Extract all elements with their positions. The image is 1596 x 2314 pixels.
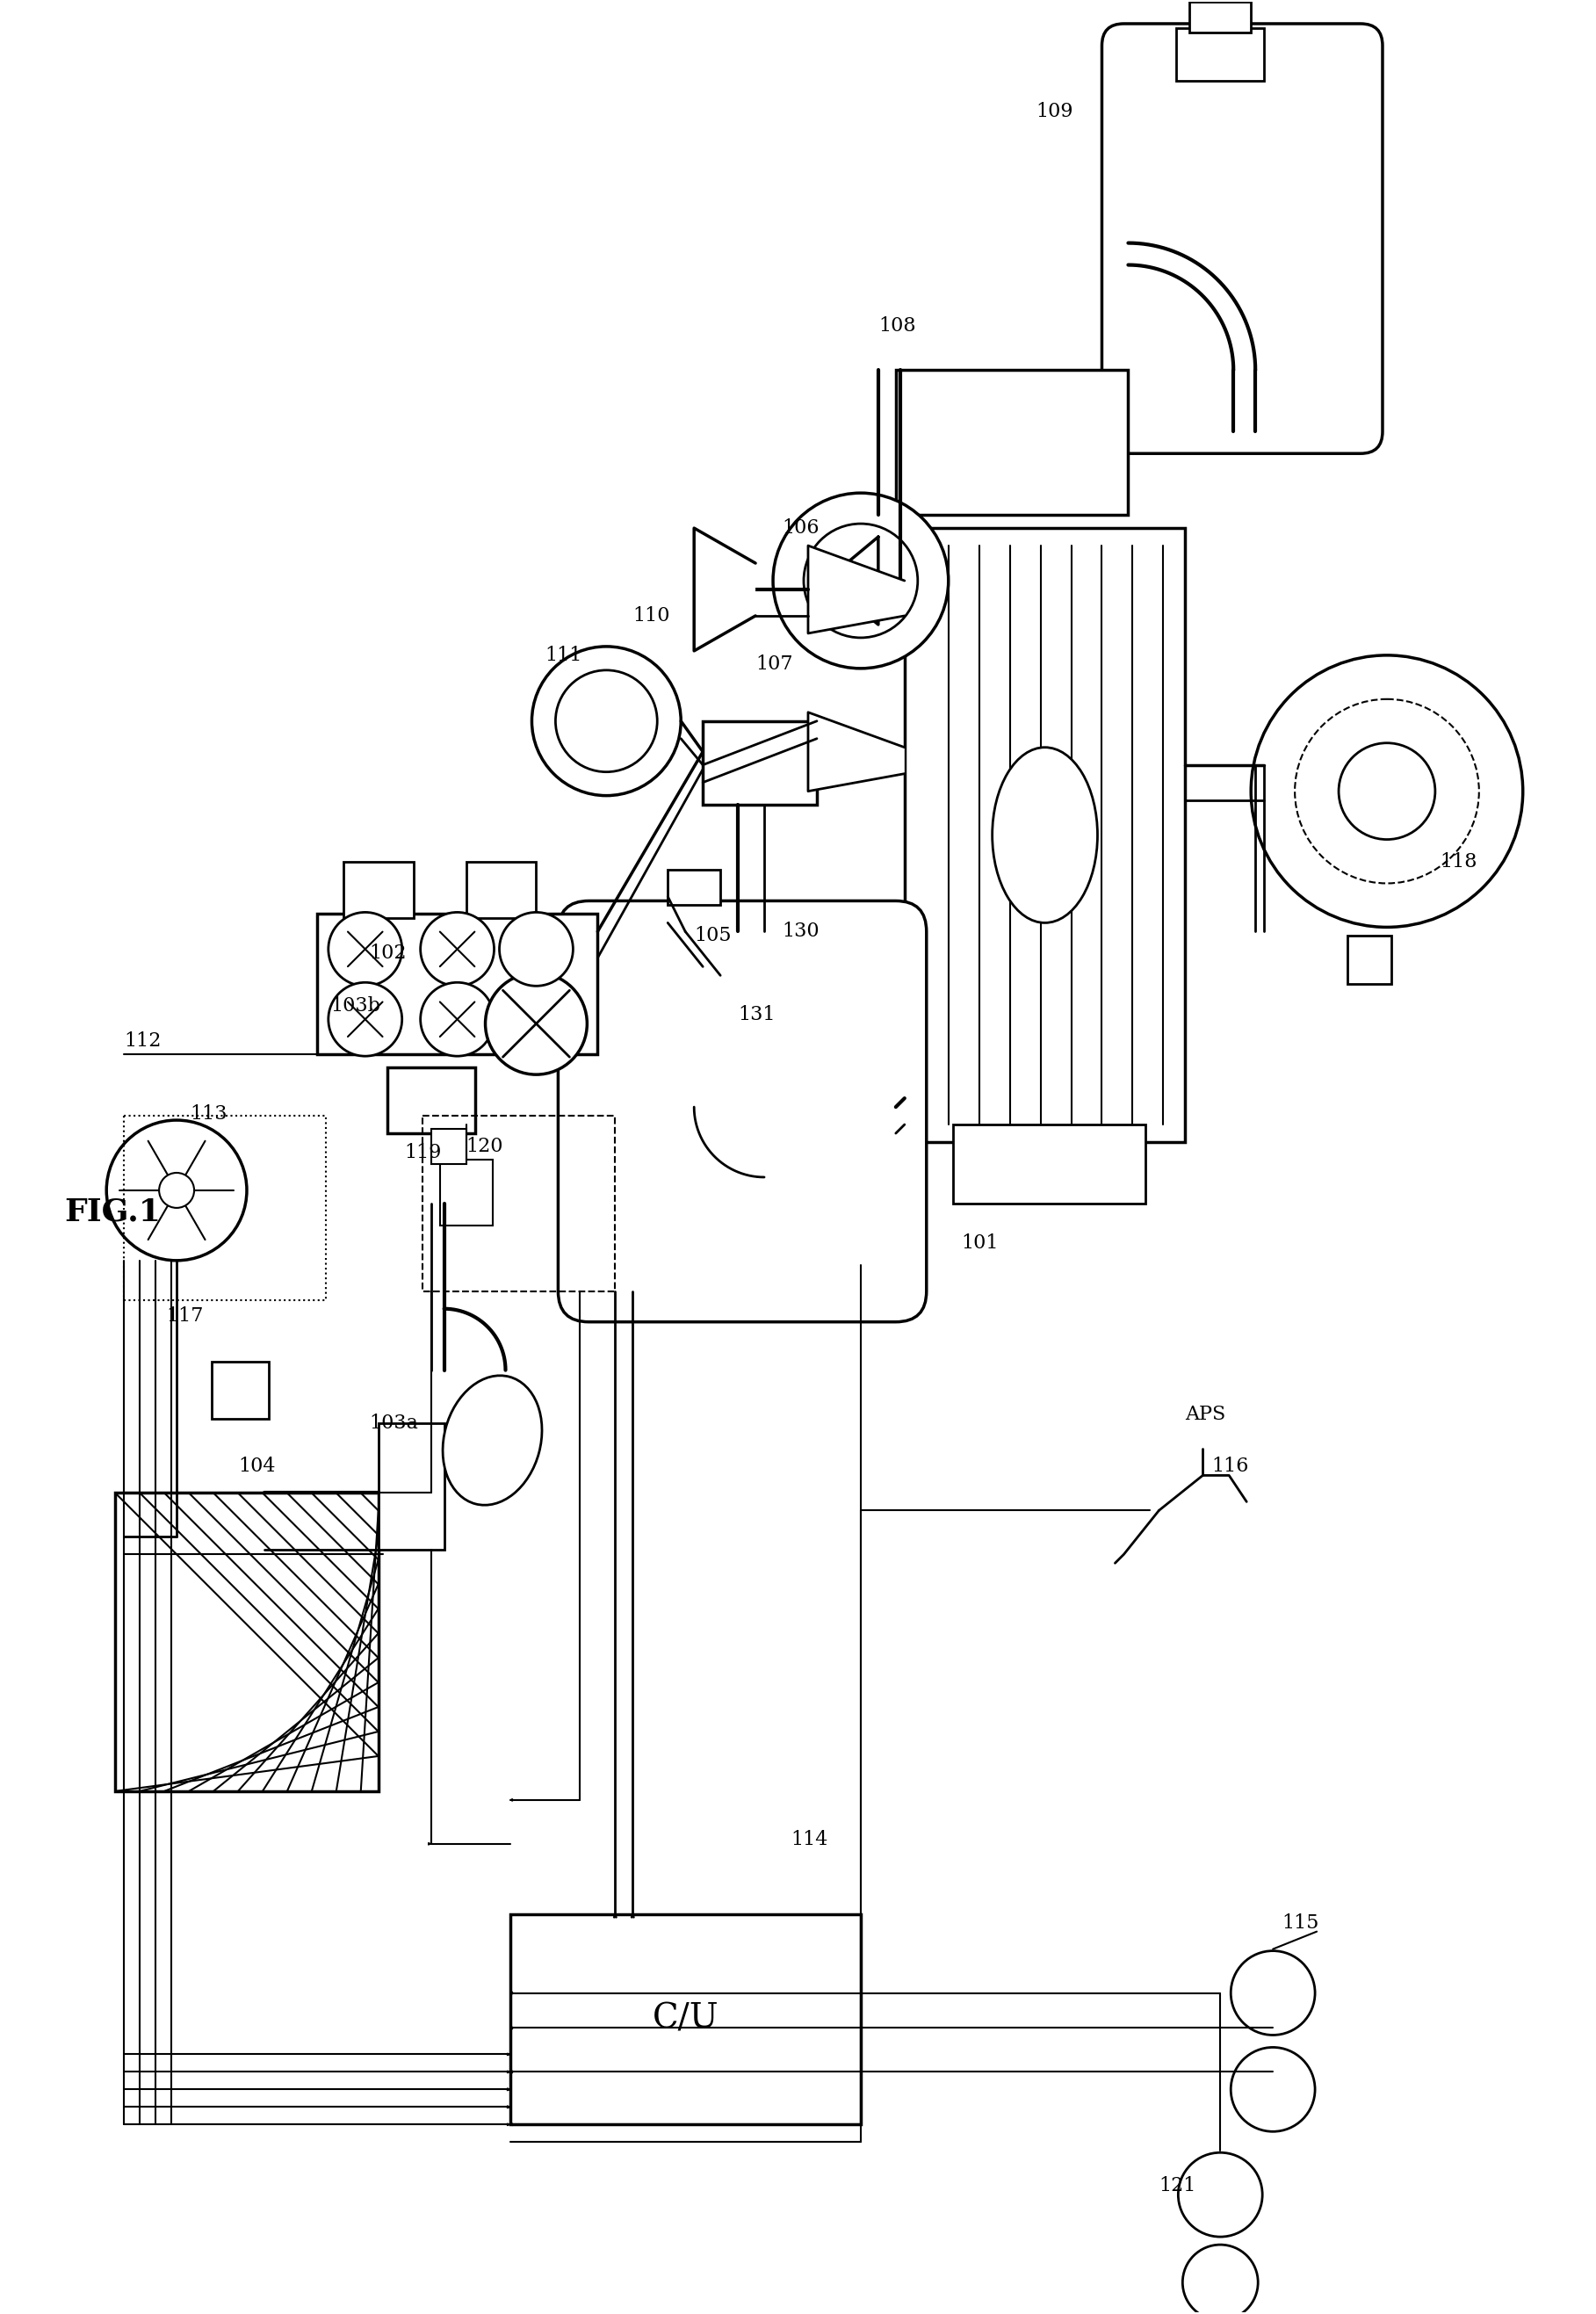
Text: 105: 105 [694, 926, 731, 946]
Bar [343, 861, 413, 919]
Bar [124, 1115, 326, 1300]
Bar [440, 1159, 492, 1226]
Circle shape [1339, 743, 1435, 840]
Circle shape [531, 646, 681, 796]
Text: 107: 107 [755, 655, 793, 673]
Circle shape [329, 983, 402, 1055]
Text: 108: 108 [878, 317, 916, 336]
Text: 109: 109 [1036, 102, 1074, 120]
Polygon shape [825, 537, 878, 625]
Bar [423, 1115, 614, 1291]
Circle shape [485, 972, 587, 1074]
Polygon shape [808, 546, 905, 634]
Bar [1176, 28, 1264, 81]
Circle shape [500, 912, 573, 986]
FancyBboxPatch shape [1101, 23, 1382, 454]
Ellipse shape [993, 747, 1098, 923]
Text: 111: 111 [544, 646, 583, 664]
Text: 117: 117 [166, 1305, 203, 1326]
Text: 103b: 103b [330, 997, 380, 1016]
Polygon shape [694, 528, 755, 650]
Text: 121: 121 [1159, 2175, 1195, 2196]
Circle shape [1231, 2048, 1315, 2131]
Bar [905, 528, 1186, 1143]
Bar [388, 1067, 476, 1134]
Bar [212, 1361, 268, 1418]
Circle shape [804, 523, 918, 639]
Bar [431, 1129, 466, 1164]
Text: C/U: C/U [653, 2004, 718, 2036]
Bar [1189, 2, 1251, 32]
Text: 115: 115 [1282, 1914, 1318, 1932]
Text: 118: 118 [1440, 852, 1476, 870]
Bar [702, 722, 817, 805]
Text: 119: 119 [405, 1143, 442, 1162]
Bar [895, 370, 1128, 516]
Circle shape [160, 1173, 195, 1208]
Circle shape [1251, 655, 1523, 928]
Bar [115, 1493, 378, 1791]
Circle shape [420, 983, 495, 1055]
Text: 112: 112 [124, 1032, 161, 1051]
Circle shape [772, 493, 948, 669]
Text: 113: 113 [190, 1104, 227, 1125]
Bar [318, 914, 597, 1055]
Polygon shape [808, 713, 905, 791]
Bar [667, 870, 720, 905]
Circle shape [107, 1120, 247, 1261]
Text: 104: 104 [238, 1458, 276, 1476]
Circle shape [1294, 699, 1479, 884]
Bar [1347, 935, 1392, 983]
Text: 101: 101 [961, 1233, 999, 1252]
Circle shape [420, 912, 495, 986]
Text: 131: 131 [737, 1004, 776, 1025]
Text: 106: 106 [782, 518, 819, 537]
FancyBboxPatch shape [559, 900, 927, 1321]
Circle shape [329, 912, 402, 986]
Bar [466, 861, 536, 919]
Text: APS: APS [1186, 1405, 1226, 1423]
Text: 116: 116 [1211, 1458, 1248, 1476]
Bar [378, 1423, 444, 1550]
Circle shape [1231, 1951, 1315, 2034]
Text: 130: 130 [782, 921, 819, 942]
Circle shape [555, 671, 658, 773]
Text: 114: 114 [790, 1830, 828, 1849]
Text: 103a: 103a [370, 1414, 418, 1432]
Ellipse shape [442, 1375, 543, 1504]
Circle shape [1178, 2152, 1262, 2238]
Text: FIG.1: FIG.1 [64, 1196, 161, 1226]
Bar [509, 1914, 860, 2124]
Text: 102: 102 [370, 944, 407, 963]
Text: 110: 110 [632, 606, 670, 625]
Bar [953, 1125, 1146, 1203]
Text: 120: 120 [466, 1136, 503, 1157]
Circle shape [1183, 2245, 1258, 2314]
